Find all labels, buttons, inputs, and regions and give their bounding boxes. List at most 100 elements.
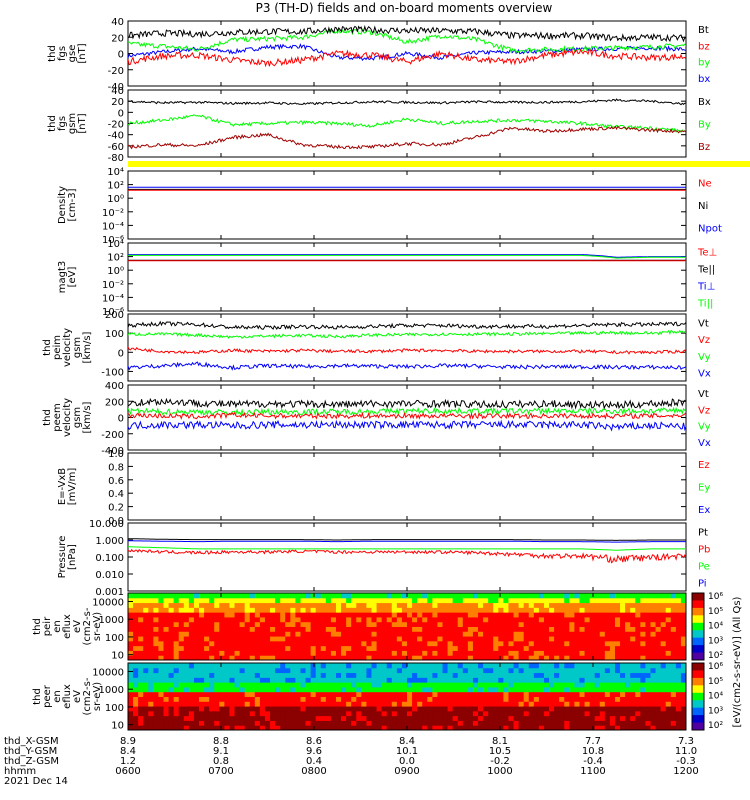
- spectrogram-cell: [224, 701, 230, 707]
- spectrogram-cell: [645, 710, 651, 717]
- spectrogram-cell: [386, 677, 393, 683]
- spectrogram-cell: [609, 725, 616, 731]
- spectrogram-cell: [168, 672, 175, 678]
- spectrogram-cell: [427, 663, 433, 669]
- spectrogram-cell: [270, 616, 276, 623]
- spectrogram-cell: [670, 645, 677, 651]
- spectrogram-cell: [427, 696, 433, 702]
- spectrogram-cell: [640, 607, 646, 613]
- spectrogram-cell: [614, 612, 621, 618]
- spectrogram-cell: [635, 636, 641, 642]
- spectrogram-cell: [665, 696, 672, 702]
- spectrogram-cell: [594, 696, 601, 702]
- spectrogram-cell: [407, 645, 413, 651]
- spectrogram-cell: [564, 667, 570, 674]
- spectrogram-cell: [204, 607, 210, 613]
- spectrogram-cell: [183, 710, 190, 717]
- spectrogram-cell: [386, 672, 393, 678]
- spectrogram-cell: [133, 725, 139, 731]
- spectrogram-cell: [614, 701, 621, 707]
- spectrogram-cell: [640, 725, 646, 731]
- legend-entry: Pi: [698, 579, 707, 590]
- spectrogram-cell: [533, 715, 540, 721]
- spectrogram-cell: [447, 631, 454, 637]
- spectrogram-cell: [371, 607, 378, 613]
- spectrogram-cell: [209, 640, 215, 647]
- spectrogram-cell: [599, 597, 606, 604]
- spectrogram-cell: [199, 725, 205, 731]
- spectrogram-cell: [199, 696, 205, 702]
- spectrogram-cell: [199, 667, 205, 674]
- spectrogram-cell: [214, 607, 220, 613]
- spectrogram-cell: [396, 593, 403, 599]
- y-tick-label: 0: [118, 348, 124, 359]
- spectrogram-cell: [462, 602, 469, 608]
- spectrogram-cell: [158, 715, 165, 721]
- spectrogram-cell: [518, 621, 525, 627]
- spectrogram-cell: [270, 631, 276, 637]
- spectrogram-cell: [452, 626, 459, 632]
- spectrogram-cell: [528, 655, 535, 661]
- spectrogram-cell: [320, 696, 327, 702]
- spectrogram-cell: [341, 677, 347, 683]
- spectrogram-cell: [680, 655, 687, 661]
- spectrogram-cell: [635, 607, 641, 613]
- spectrogram-cell: [391, 593, 398, 599]
- spectrogram-cell: [407, 715, 413, 721]
- spectrogram-cell: [346, 636, 352, 642]
- spectrogram-cell: [503, 701, 509, 707]
- spectrogram-cell: [493, 650, 499, 656]
- spectrogram-cell: [401, 640, 408, 647]
- spectrogram-cell: [234, 645, 241, 651]
- spectrogram-cell: [143, 725, 149, 731]
- legend-entry: Vx: [698, 438, 711, 449]
- spectrogram-cell: [488, 677, 494, 683]
- spectrogram-cell: [528, 636, 535, 642]
- spectrogram-cell: [584, 626, 591, 632]
- spectrogram-cell: [386, 696, 393, 702]
- spectrogram-cell: [665, 636, 672, 642]
- spectrogram-cell: [290, 621, 296, 627]
- spectrogram-cell: [620, 655, 626, 661]
- spectrogram-cell: [472, 612, 479, 618]
- spectrogram-cell: [437, 655, 444, 661]
- spectrogram-cell: [264, 602, 271, 608]
- spectrogram-cell: [259, 640, 266, 647]
- spectrogram-cell: [574, 640, 580, 647]
- spectrogram-cell: [188, 636, 195, 642]
- spectrogram-cell: [335, 626, 342, 632]
- spectrogram-cell: [178, 720, 185, 726]
- spectrogram-cell: [498, 593, 504, 599]
- spectrogram-cell: [670, 607, 677, 613]
- spectrogram-cell: [533, 621, 540, 627]
- spectrogram-cell: [614, 655, 621, 661]
- spectrogram-cell: [508, 715, 515, 721]
- spectrogram-cell: [503, 636, 509, 642]
- spectrogram-cell: [528, 691, 535, 697]
- spectrogram-cell: [635, 663, 641, 669]
- spectrogram-cell: [503, 655, 509, 661]
- spectrogram-cell: [574, 677, 580, 683]
- spectrogram-cell: [640, 672, 646, 678]
- spectrogram-cell: [128, 720, 134, 726]
- spectrogram-cell: [285, 616, 291, 623]
- spectrogram-cell: [204, 621, 210, 627]
- spectrogram-cell: [158, 720, 165, 726]
- spectrogram-cell: [503, 607, 509, 613]
- spectrogram-cell: [239, 631, 246, 637]
- spectrogram-cell: [680, 650, 687, 656]
- spectrogram-cell: [493, 640, 499, 647]
- spectrogram-cell: [234, 667, 241, 674]
- spectrogram-cell: [533, 602, 540, 608]
- spectrogram-cell: [407, 616, 413, 623]
- spectrogram-cell: [371, 720, 378, 726]
- spectrogram-cell: [488, 663, 494, 669]
- spectrogram-cell: [579, 701, 586, 707]
- spectrogram-cell: [528, 621, 535, 627]
- spectrogram-cell: [199, 626, 205, 632]
- spectrogram-cell: [199, 636, 205, 642]
- spectrogram-cell: [371, 655, 378, 661]
- spectrogram-cell: [412, 655, 418, 661]
- spectrogram-cell: [244, 612, 251, 618]
- spectrogram-cell: [335, 725, 342, 731]
